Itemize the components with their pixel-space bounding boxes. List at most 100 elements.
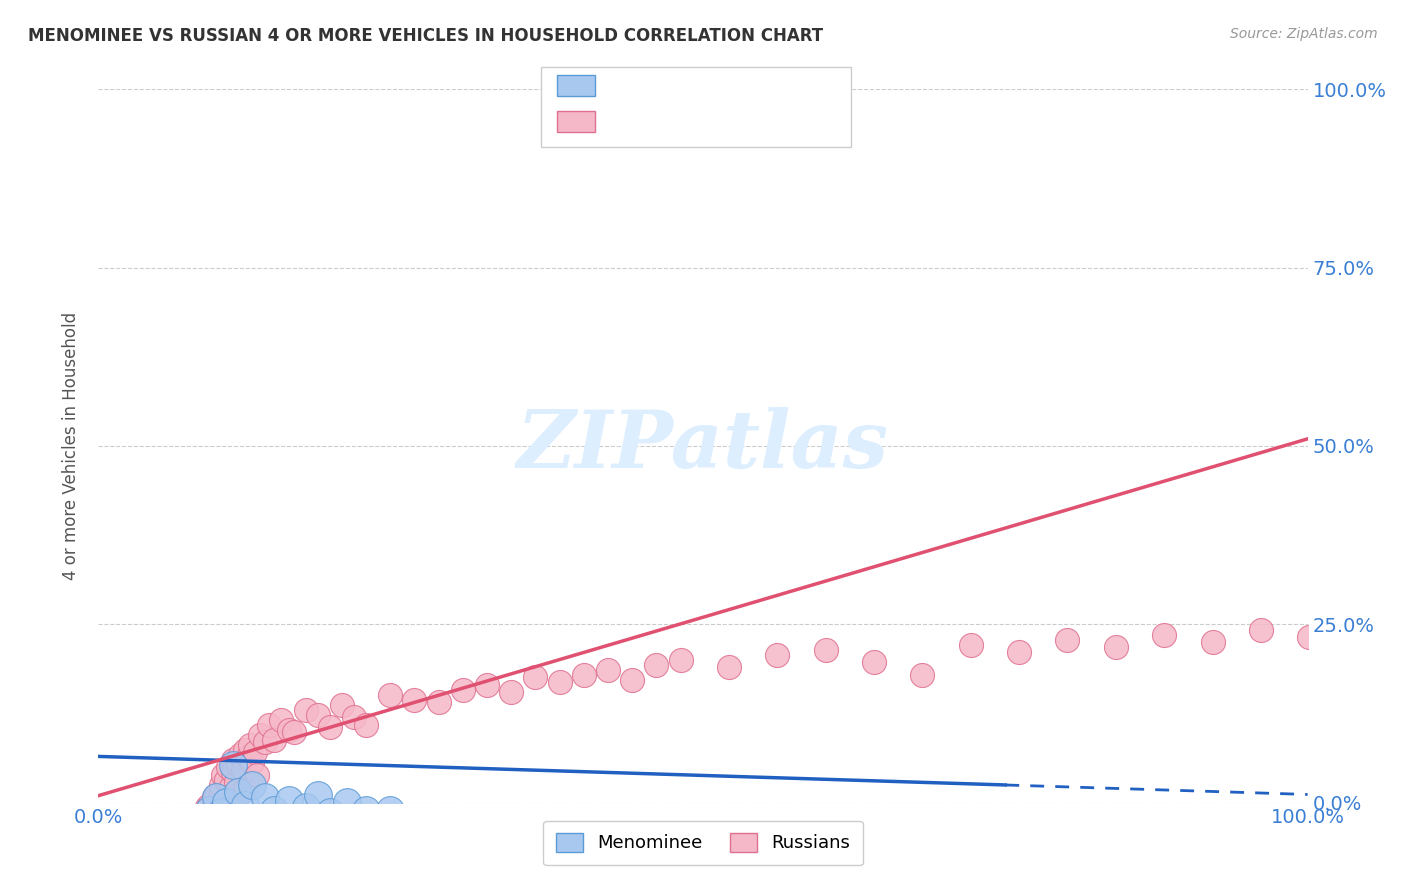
Point — [115, 699, 138, 714]
Point — [101, 756, 124, 771]
Point — [402, 539, 425, 553]
Point — [142, 764, 165, 778]
Text: N =: N = — [710, 112, 749, 129]
Text: R =: R = — [605, 76, 644, 94]
Point — [93, 767, 115, 781]
Point — [232, 589, 254, 603]
Point — [124, 646, 146, 660]
Point — [160, 617, 183, 632]
Point — [96, 749, 118, 764]
Point — [117, 685, 139, 699]
Text: 19: 19 — [741, 76, 766, 94]
Point — [292, 567, 315, 582]
Point — [127, 767, 149, 781]
Point — [873, 546, 896, 560]
Point — [281, 574, 304, 589]
Y-axis label: 4 or more Vehicles in Household: 4 or more Vehicles in Household — [62, 312, 80, 580]
Point — [377, 546, 399, 560]
Point — [101, 724, 124, 739]
Point — [184, 767, 207, 781]
Point — [118, 660, 141, 674]
Legend: Menominee, Russians: Menominee, Russians — [543, 821, 863, 865]
Text: -0.311: -0.311 — [633, 76, 697, 94]
Point — [148, 632, 170, 646]
Point — [91, 764, 114, 778]
Point — [153, 649, 176, 664]
Point — [316, 560, 339, 574]
Point — [148, 746, 170, 760]
Point — [100, 771, 122, 785]
Point — [112, 692, 135, 706]
Point — [127, 667, 149, 681]
Point — [105, 696, 128, 710]
Point — [134, 653, 156, 667]
Point — [450, 574, 472, 589]
Point — [97, 746, 120, 760]
Point — [498, 542, 520, 557]
Point — [100, 717, 122, 731]
Point — [100, 742, 122, 756]
Point — [100, 731, 122, 746]
Text: Source: ZipAtlas.com: Source: ZipAtlas.com — [1230, 27, 1378, 41]
Point — [547, 535, 569, 549]
Text: MENOMINEE VS RUSSIAN 4 OR MORE VEHICLES IN HOUSEHOLD CORRELATION CHART: MENOMINEE VS RUSSIAN 4 OR MORE VEHICLES … — [28, 27, 824, 45]
Point — [103, 706, 125, 721]
Point — [121, 671, 143, 685]
Point — [93, 760, 115, 774]
Point — [129, 639, 152, 653]
Text: 71: 71 — [741, 112, 766, 129]
Text: 0.623: 0.623 — [633, 112, 689, 129]
Point — [162, 756, 184, 771]
Point — [994, 781, 1017, 796]
Point — [595, 528, 617, 542]
Point — [752, 496, 775, 510]
Point — [98, 756, 121, 771]
Point — [269, 585, 291, 599]
Point — [619, 510, 641, 524]
Point — [94, 771, 117, 785]
Point — [134, 753, 156, 767]
Point — [426, 557, 449, 571]
Point — [474, 532, 496, 546]
Point — [108, 689, 131, 703]
Point — [329, 553, 352, 567]
Point — [104, 735, 127, 749]
Point — [111, 760, 134, 774]
Point — [256, 578, 278, 592]
Point — [118, 717, 141, 731]
Text: R =: R = — [605, 112, 644, 129]
Point — [115, 731, 138, 746]
Point — [353, 564, 375, 578]
Point — [1078, 196, 1101, 211]
Point — [668, 539, 690, 553]
Point — [121, 749, 143, 764]
Point — [245, 599, 267, 614]
Point — [111, 681, 134, 696]
Point — [97, 749, 120, 764]
Point — [692, 503, 714, 517]
Point — [111, 739, 134, 753]
Point — [105, 703, 128, 717]
Point — [107, 728, 129, 742]
Point — [305, 582, 328, 596]
Point — [172, 646, 194, 660]
Point — [110, 710, 132, 724]
Point — [195, 610, 218, 624]
Point — [108, 742, 131, 756]
Point — [172, 767, 194, 781]
Point — [813, 507, 835, 521]
Point — [208, 614, 231, 628]
Point — [105, 714, 128, 728]
Point — [90, 774, 112, 789]
Point — [142, 624, 165, 639]
Point — [153, 771, 176, 785]
Point — [571, 517, 593, 532]
Text: N =: N = — [710, 76, 749, 94]
Point — [108, 703, 131, 717]
Point — [114, 674, 136, 689]
Point — [1078, 696, 1101, 710]
Point — [166, 635, 188, 649]
Point — [135, 657, 157, 671]
Point — [221, 596, 243, 610]
Point — [184, 603, 207, 617]
